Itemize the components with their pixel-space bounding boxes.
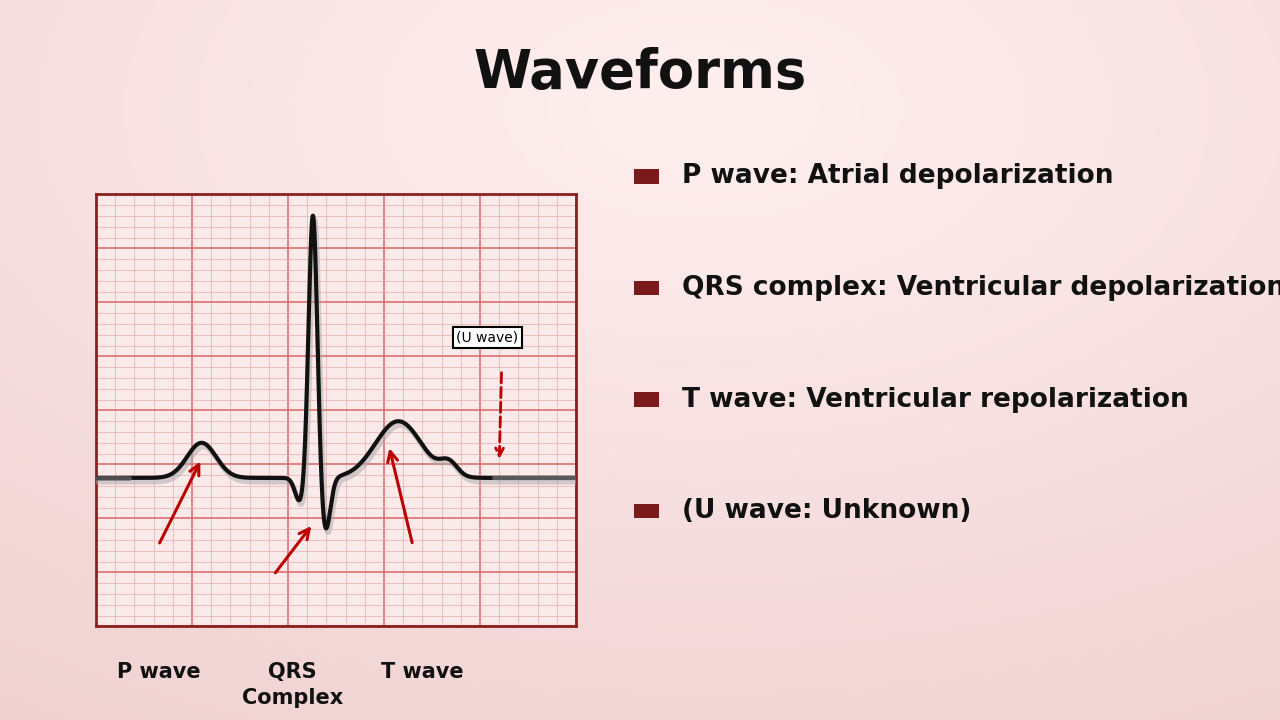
Text: T wave: T wave	[381, 662, 463, 683]
Text: (U wave): (U wave)	[456, 330, 518, 344]
Text: QRS complex: Ventricular depolarization: QRS complex: Ventricular depolarization	[682, 275, 1280, 301]
Text: P wave: P wave	[116, 662, 200, 683]
Text: Complex: Complex	[242, 688, 343, 708]
Text: T wave: Ventricular repolarization: T wave: Ventricular repolarization	[682, 387, 1189, 413]
Text: P wave: Atrial depolarization: P wave: Atrial depolarization	[682, 163, 1114, 189]
Text: QRS: QRS	[269, 662, 317, 683]
Text: (U wave: Unknown): (U wave: Unknown)	[682, 498, 972, 524]
Text: Waveforms: Waveforms	[474, 47, 806, 99]
